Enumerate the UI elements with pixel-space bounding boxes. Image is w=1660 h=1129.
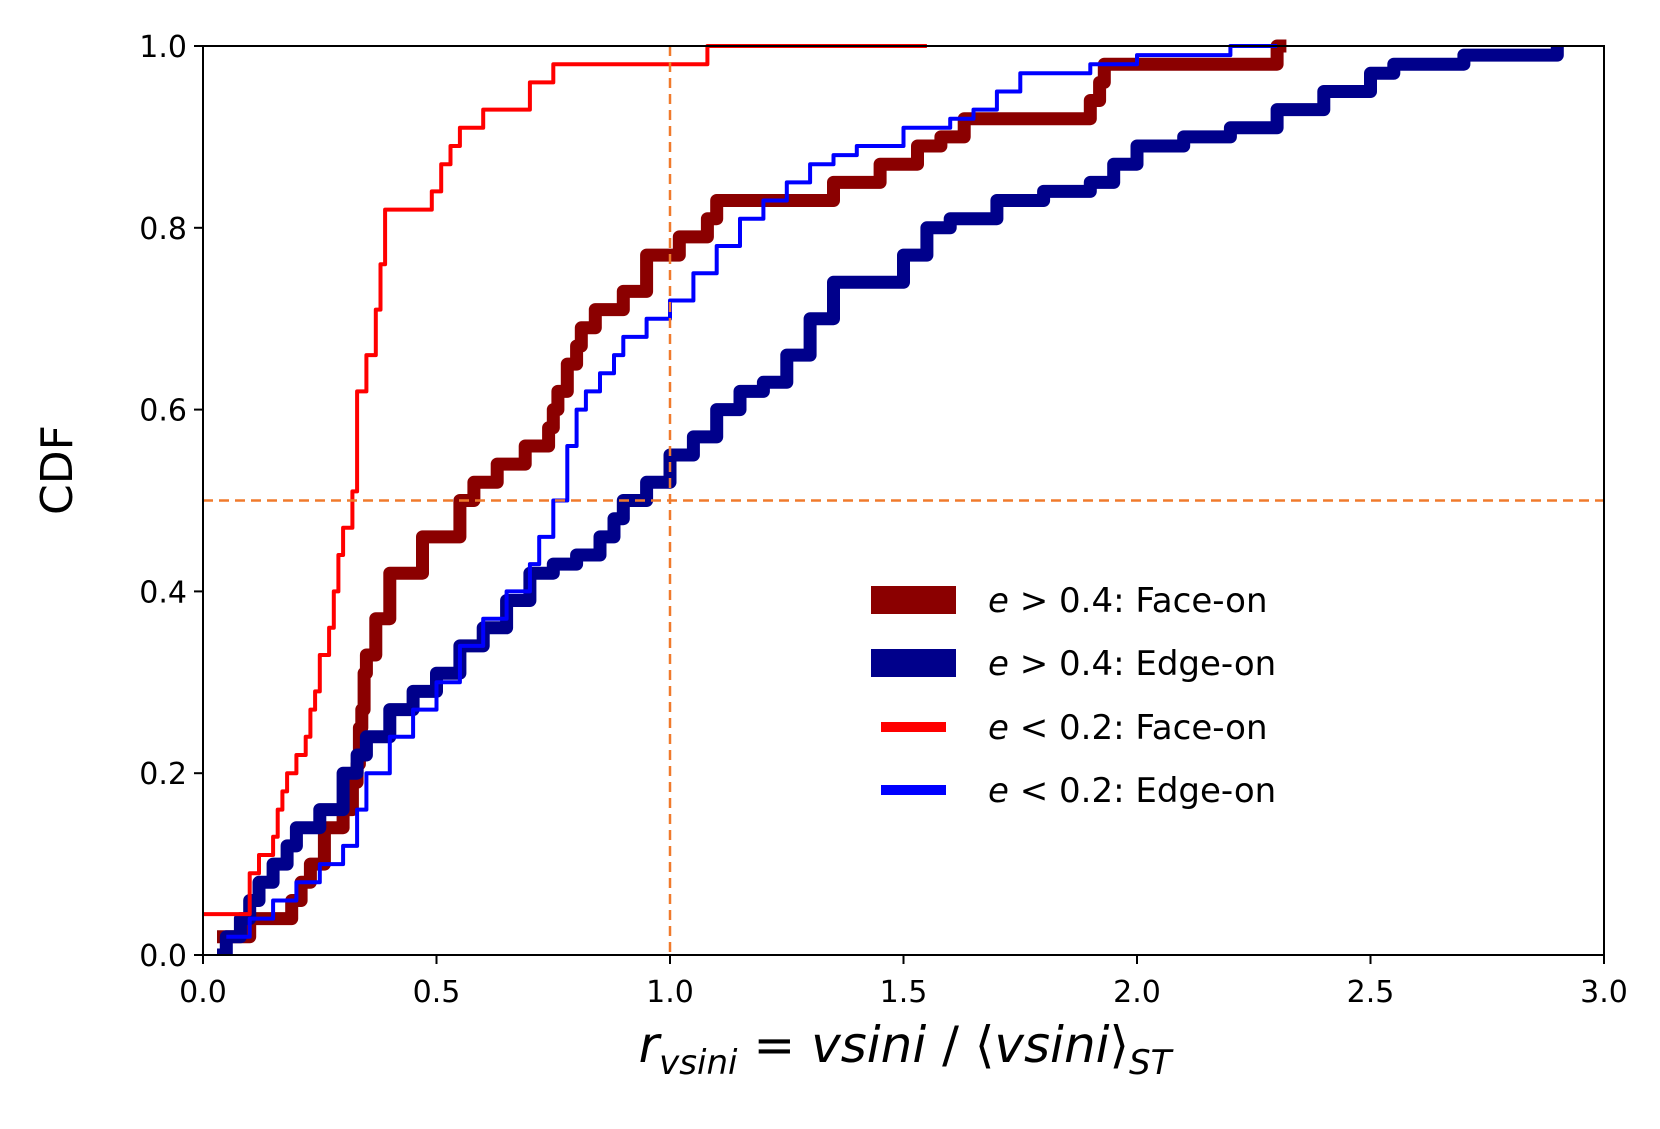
plot-area: [203, 39, 1604, 955]
y-tick-label: 1.0: [139, 30, 187, 65]
legend-var: e: [988, 581, 1009, 621]
legend-label-4: e < 0.2: Edge-on: [988, 771, 1276, 811]
legend-rest: 0.4: Edge-on: [1059, 644, 1276, 684]
series-line-3: [203, 44, 927, 917]
axes: 0.0 0.5 1.0 1.5 2.0 2.5 3.0 0.0 0.2 0.4 0.6 0.8 1.0: [139, 30, 1628, 1010]
legend-var: e: [988, 771, 1009, 811]
legend-label-2: e > 0.4: Edge-on: [988, 644, 1276, 684]
legend-swatch-3: [881, 722, 946, 732]
legend-op: <: [1009, 771, 1059, 811]
y-tick-label: 0.2: [139, 757, 187, 792]
x-axis-title: rvsini = vsini / ⟨vsini⟩ST: [639, 1016, 1174, 1083]
x-tick-label: 3.0: [1580, 975, 1628, 1010]
series-line-1: [217, 39, 1287, 944]
legend-var: e: [988, 708, 1009, 748]
legend-rest: 0.2: Edge-on: [1059, 771, 1276, 811]
legend-rest: 0.2: Face-on: [1059, 708, 1267, 748]
legend-op: >: [1009, 581, 1059, 621]
legend-op: >: [1009, 644, 1059, 684]
x-axis-title-r: r: [639, 1016, 663, 1074]
x-axis-title-equals: =: [737, 1016, 811, 1074]
legend-var: e: [988, 644, 1009, 684]
x-tick-label: 1.0: [646, 975, 694, 1010]
legend-label-3: e < 0.2: Face-on: [988, 708, 1268, 748]
y-tick-label: 0.8: [139, 212, 187, 247]
x-tick-label: 2.5: [1347, 975, 1395, 1010]
series-line-2: [217, 46, 1564, 955]
x-tick-label: 0.5: [413, 975, 461, 1010]
y-tick-label: 0.0: [139, 939, 187, 974]
legend-swatch-1: [871, 586, 956, 614]
legend-swatch-2: [871, 649, 956, 677]
x-axis-title-den: vsini: [994, 1016, 1109, 1074]
x-axis-title-num: vsini: [811, 1016, 926, 1074]
y-tick-label: 0.4: [139, 575, 187, 610]
x-axis-title-langle: ⟨: [975, 1016, 995, 1074]
x-axis-title-den-sub: ST: [1129, 1043, 1174, 1083]
x-axis-title-slash: /: [926, 1016, 975, 1074]
y-tick-label: 0.6: [139, 394, 187, 429]
series-line-4: [226, 44, 1278, 939]
x-tick-label: 2.0: [1113, 975, 1161, 1010]
x-tick-label: 1.5: [880, 975, 928, 1010]
legend-label-1: e > 0.4: Face-on: [988, 581, 1268, 621]
legend-swatch-4: [881, 785, 946, 795]
legend: e > 0.4: Face-one > 0.4: Edge-one < 0.2:…: [871, 581, 1276, 811]
x-axis-title-r-sub: vsini: [659, 1043, 738, 1083]
x-tick-label: 0.0: [179, 975, 227, 1010]
legend-op: <: [1009, 708, 1059, 748]
x-axis-title-rangle: ⟩: [1110, 1016, 1130, 1074]
y-axis-title: CDF: [32, 425, 83, 515]
legend-rest: 0.4: Face-on: [1059, 581, 1267, 621]
